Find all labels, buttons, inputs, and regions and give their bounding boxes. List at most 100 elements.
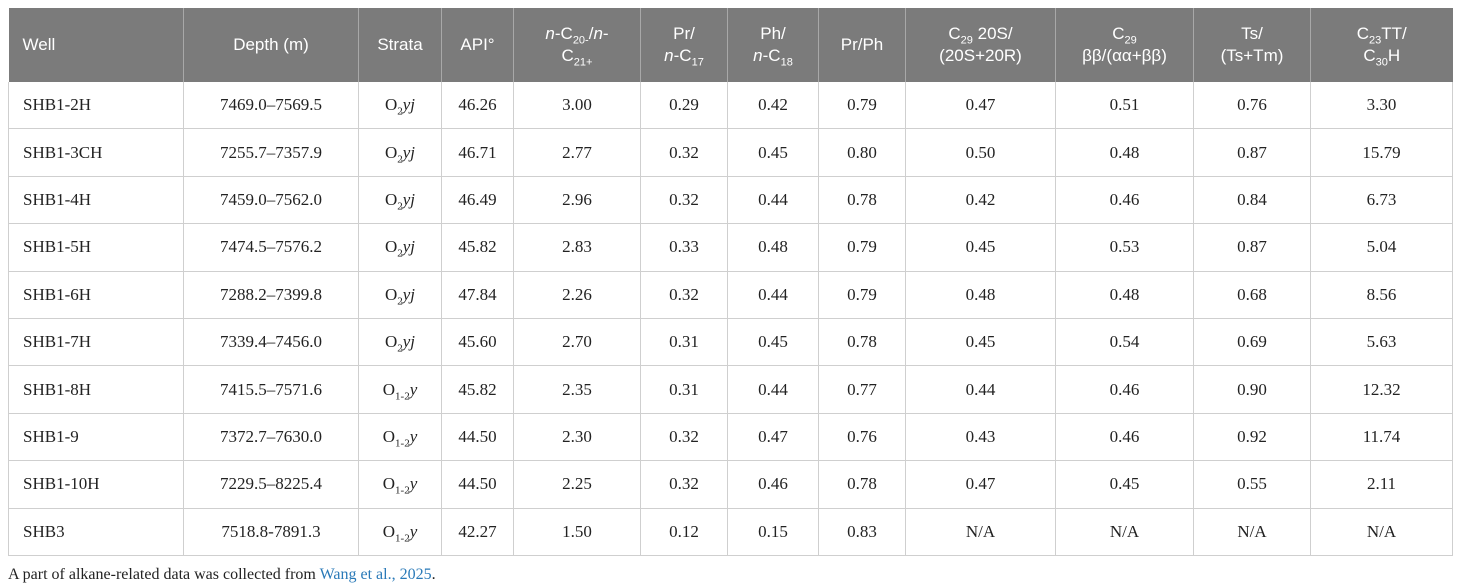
cell-prc: 0.32 xyxy=(640,460,728,509)
header-c23tt: C23TT/C30H xyxy=(1310,8,1453,82)
header-text: C xyxy=(1363,46,1376,65)
table-row: SHB1-10H 7229.5–8225.4 O1-2y 44.50 2.25 0.32 0… xyxy=(8,460,1453,509)
cell-ts: 0.68 xyxy=(1193,271,1311,319)
header-text: TT/ xyxy=(1381,24,1407,43)
table-row: SHB1-9 7372.7–7630.0 O1-2y 44.50 2.30 0.32 0.4… xyxy=(8,413,1453,462)
cell-c29bb: 0.46 xyxy=(1055,365,1194,414)
cell-well: SHB1-4H xyxy=(8,176,184,225)
cell-strata: O2yj xyxy=(358,223,442,272)
strata-formation: yj xyxy=(402,142,416,162)
strata-formation: y xyxy=(409,521,418,541)
strata-letter: O xyxy=(384,95,398,115)
cell-phc: 0.45 xyxy=(727,128,819,177)
cell-ts: N/A xyxy=(1193,508,1311,556)
cell-phc: 0.45 xyxy=(727,318,819,367)
header-text: -C xyxy=(762,46,781,65)
cell-nc: 2.26 xyxy=(513,271,641,319)
citation-link[interactable]: Wang et al., 2025 xyxy=(319,565,432,583)
cell-nc: 2.83 xyxy=(513,223,641,272)
cell-api: 46.26 xyxy=(441,82,514,130)
cell-phc: 0.44 xyxy=(727,271,819,319)
header-sub: 29 xyxy=(960,34,973,47)
cell-depth: 7255.7–7357.9 xyxy=(183,128,359,177)
strata-sub: 1-2 xyxy=(395,532,410,545)
cell-well: SHB1-10H xyxy=(8,460,184,509)
cell-strata: O2yj xyxy=(358,271,442,319)
header-sub: 21+ xyxy=(573,56,593,69)
header-text: - xyxy=(602,24,609,43)
table-row: SHB1-3CH 7255.7–7357.9 O2yj 46.71 2.77 0.32 0.… xyxy=(8,128,1453,177)
cell-ctt: N/A xyxy=(1310,508,1453,556)
header-text: -C xyxy=(554,24,573,43)
strata-formation: yj xyxy=(402,284,416,304)
cell-c29bb: 0.53 xyxy=(1055,223,1194,272)
cell-depth: 7459.0–7562.0 xyxy=(183,176,359,225)
strata-formation: y xyxy=(409,426,418,446)
strata-sub: 2 xyxy=(397,247,403,260)
cell-c29s: 0.50 xyxy=(905,128,1056,177)
header-well: Well xyxy=(8,8,184,82)
cell-ctt: 8.56 xyxy=(1310,271,1453,319)
cell-depth: 7288.2–7399.8 xyxy=(183,271,359,319)
strata-letter: O xyxy=(384,332,398,352)
cell-nc: 2.30 xyxy=(513,413,641,462)
header-depth: Depth (m) xyxy=(183,8,359,82)
cell-ts: 0.76 xyxy=(1193,82,1311,130)
strata-letter: O xyxy=(382,521,396,541)
strata-letter: O xyxy=(384,189,398,209)
header-sub: 29 xyxy=(1124,34,1137,47)
header-text: / xyxy=(588,24,594,43)
cell-prc: 0.33 xyxy=(640,223,728,272)
cell-prc: 0.31 xyxy=(640,318,728,367)
header-text: Ph/ xyxy=(760,24,786,43)
cell-prph: 0.78 xyxy=(818,176,906,225)
cell-prc: 0.32 xyxy=(640,271,728,319)
header-text: H xyxy=(1387,46,1401,65)
strata-sub: 1-2 xyxy=(395,389,410,402)
cell-prph: 0.79 xyxy=(818,271,906,319)
header-c29-20s: C29 20S/ (20S+20R) xyxy=(905,8,1056,82)
cell-nc: 3.00 xyxy=(513,82,641,130)
cell-prc: 0.32 xyxy=(640,413,728,462)
cell-ctt: 3.30 xyxy=(1310,82,1453,130)
table-row: SHB1-7H 7339.4–7456.0 O2yj 45.60 2.70 0.31 0.4… xyxy=(8,318,1453,367)
strata-formation: yj xyxy=(402,189,416,209)
cell-ts: 0.55 xyxy=(1193,460,1311,509)
strata-sub: 2 xyxy=(397,342,403,355)
header-text: C xyxy=(1112,24,1125,43)
cell-ctt: 11.74 xyxy=(1310,413,1453,462)
cell-api: 45.82 xyxy=(441,223,514,272)
cell-c29bb: 0.48 xyxy=(1055,271,1194,319)
header-pr-c17: Pr/n-C17 xyxy=(640,8,728,82)
cell-c29bb: 0.54 xyxy=(1055,318,1194,367)
strata-letter: O xyxy=(384,284,398,304)
header-c29-bb: C29 ββ/(αα+ββ) xyxy=(1055,8,1194,82)
cell-depth: 7474.5–7576.2 xyxy=(183,223,359,272)
cell-well: SHB1-2H xyxy=(8,82,184,130)
header-text: n xyxy=(545,24,555,43)
cell-ts: 0.84 xyxy=(1193,176,1311,225)
header-sub: 17 xyxy=(691,56,704,69)
cell-strata: O1-2y xyxy=(358,413,442,462)
cell-api: 44.50 xyxy=(441,460,514,509)
table-row: SHB1-5H 7474.5–7576.2 O2yj 45.82 2.83 0.33 0.4… xyxy=(8,223,1453,272)
cell-prph: 0.83 xyxy=(818,508,906,556)
cell-well: SHB3 xyxy=(8,508,184,556)
cell-phc: 0.47 xyxy=(727,413,819,462)
cell-nc: 2.35 xyxy=(513,365,641,414)
table-row: SHB1-8H 7415.5–7571.6 O1-2y 45.82 2.35 0.31 0.… xyxy=(8,365,1453,414)
table-row: SHB3 7518.8-7891.3 O1-2y 42.27 1.50 0.12 0.15 0… xyxy=(8,508,1453,556)
cell-strata: O1-2y xyxy=(358,508,442,556)
cell-ts: 0.90 xyxy=(1193,365,1311,414)
cell-c29s: 0.42 xyxy=(905,176,1056,225)
cell-prc: 0.12 xyxy=(640,508,728,556)
footnote-end: . xyxy=(431,565,436,583)
header-ts: Ts/ (Ts+Tm) xyxy=(1193,8,1311,82)
header-text: Pr/ xyxy=(673,24,695,43)
cell-api: 44.50 xyxy=(441,413,514,462)
header-text: (20S+20R) xyxy=(939,46,1022,65)
cell-strata: O2yj xyxy=(358,318,442,367)
table-row: SHB1-4H 7459.0–7562.0 O2yj 46.49 2.96 0.32 0.4… xyxy=(8,176,1453,225)
strata-sub: 1-2 xyxy=(395,437,410,450)
strata-letter: O xyxy=(384,142,398,162)
